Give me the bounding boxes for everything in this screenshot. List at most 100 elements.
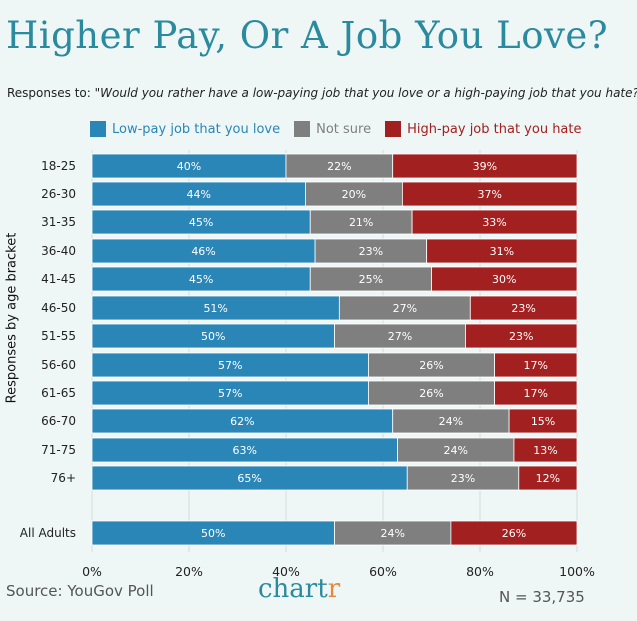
chart-subtitle: Responses to: "Would you rather have a l… bbox=[7, 86, 637, 100]
data-label: 25% bbox=[359, 273, 383, 286]
bar-segment bbox=[309, 266, 432, 292]
bar-segment bbox=[304, 181, 403, 207]
data-label: 30% bbox=[492, 273, 516, 286]
bar-segment bbox=[91, 295, 340, 321]
bar-segment bbox=[91, 323, 335, 349]
category-label: All Adults bbox=[20, 526, 76, 540]
x-tick-label: 20% bbox=[175, 564, 203, 579]
bar-segment bbox=[91, 380, 369, 406]
data-label: 26% bbox=[419, 387, 443, 400]
bar-segment bbox=[450, 520, 578, 546]
bar-segment bbox=[314, 238, 428, 264]
data-label: 17% bbox=[524, 359, 548, 372]
subtitle-question: "Would you rather have a low-paying job … bbox=[94, 86, 637, 100]
data-label: 26% bbox=[419, 359, 443, 372]
category-label: 66-70 bbox=[41, 414, 76, 428]
x-tick-label: 40% bbox=[272, 564, 300, 579]
data-label: 57% bbox=[218, 387, 242, 400]
x-tick-label: 60% bbox=[369, 564, 397, 579]
bar-segment bbox=[508, 408, 578, 434]
bar-segment bbox=[334, 520, 452, 546]
legend-item-2: High-pay job that you hate bbox=[385, 121, 582, 137]
legend-item-0: Low-pay job that you love bbox=[90, 121, 280, 137]
legend: Low-pay job that you love Not sure High-pa… bbox=[90, 120, 596, 138]
data-label: 23% bbox=[359, 245, 383, 258]
category-label: 41-45 bbox=[41, 272, 76, 286]
data-label: 44% bbox=[186, 188, 210, 201]
data-label: 37% bbox=[477, 188, 501, 201]
data-label: 31% bbox=[490, 245, 514, 258]
data-label: 46% bbox=[191, 245, 215, 258]
data-label: 13% bbox=[533, 444, 557, 457]
x-tick-label: 100% bbox=[559, 564, 595, 579]
legend-label: Not sure bbox=[316, 121, 372, 137]
data-label: 26% bbox=[502, 527, 526, 540]
bar-segment bbox=[338, 295, 471, 321]
legend-swatch bbox=[385, 121, 402, 137]
data-label: 57% bbox=[218, 359, 242, 372]
legend-label: Low-pay job that you love bbox=[112, 121, 281, 137]
legend-label: High-pay job that you hate bbox=[407, 121, 582, 137]
legend-swatch bbox=[90, 121, 106, 137]
category-label: 46-50 bbox=[41, 301, 76, 315]
data-label: 23% bbox=[511, 302, 535, 315]
bar-segment bbox=[91, 352, 369, 378]
data-label: 21% bbox=[349, 216, 373, 229]
category-label: 31-35 bbox=[41, 215, 76, 229]
category-label: 18-25 bbox=[41, 159, 76, 173]
source-note: Source: YouGov Poll bbox=[6, 582, 154, 600]
data-label: 62% bbox=[230, 415, 254, 428]
legend-item-1: Not sure bbox=[294, 121, 371, 137]
data-label: 63% bbox=[233, 444, 257, 457]
subtitle-prefix: Responses to: bbox=[7, 86, 95, 100]
data-label: 20% bbox=[342, 188, 366, 201]
bar-segment bbox=[465, 323, 578, 349]
bar-segment bbox=[392, 153, 578, 179]
bar-segment bbox=[91, 465, 408, 491]
bar-segment bbox=[518, 465, 578, 491]
data-label: 45% bbox=[189, 216, 213, 229]
x-tick-label: 0% bbox=[82, 564, 102, 579]
data-label: 27% bbox=[388, 330, 412, 343]
bar-segment bbox=[368, 380, 495, 406]
data-label: 23% bbox=[451, 472, 475, 485]
chart-title: Higher Pay, Or A Job You Love? bbox=[6, 14, 609, 57]
bar-segment bbox=[91, 209, 311, 235]
category-label: 76+ bbox=[51, 471, 76, 485]
data-label: 39% bbox=[473, 160, 497, 173]
brand-logo: chartr bbox=[258, 574, 340, 604]
data-label: 12% bbox=[536, 472, 560, 485]
data-label: 50% bbox=[201, 330, 225, 343]
data-label: 51% bbox=[203, 302, 227, 315]
bar-segment bbox=[494, 352, 578, 378]
bar-segment bbox=[411, 209, 578, 235]
brand-text: chart bbox=[258, 574, 328, 604]
data-label: 33% bbox=[482, 216, 506, 229]
category-label: 71-75 bbox=[41, 443, 76, 457]
data-label: 45% bbox=[189, 273, 213, 286]
bar-segment bbox=[494, 380, 578, 406]
bar-segment bbox=[91, 408, 394, 434]
brand-accent: r bbox=[327, 574, 341, 604]
category-label: 36-40 bbox=[41, 244, 76, 258]
bar-segment bbox=[91, 520, 335, 546]
category-label: 51-55 bbox=[41, 329, 76, 343]
category-label: 61-65 bbox=[41, 386, 76, 400]
data-label: 17% bbox=[524, 387, 548, 400]
data-label: 23% bbox=[509, 330, 533, 343]
bar-segment bbox=[397, 437, 515, 463]
bar-segment bbox=[513, 437, 578, 463]
bar-segment bbox=[469, 295, 578, 321]
data-label: 24% bbox=[380, 527, 404, 540]
bar-segment bbox=[91, 266, 311, 292]
bar-segment bbox=[426, 238, 578, 264]
bar-segment bbox=[406, 465, 520, 491]
sample-size: N = 33,735 bbox=[499, 588, 585, 606]
data-label: 65% bbox=[237, 472, 261, 485]
category-label: 56-60 bbox=[41, 358, 76, 372]
bar-segment bbox=[401, 181, 578, 207]
bar-segment bbox=[91, 437, 398, 463]
data-label: 15% bbox=[531, 415, 555, 428]
bar-segment bbox=[431, 266, 578, 292]
